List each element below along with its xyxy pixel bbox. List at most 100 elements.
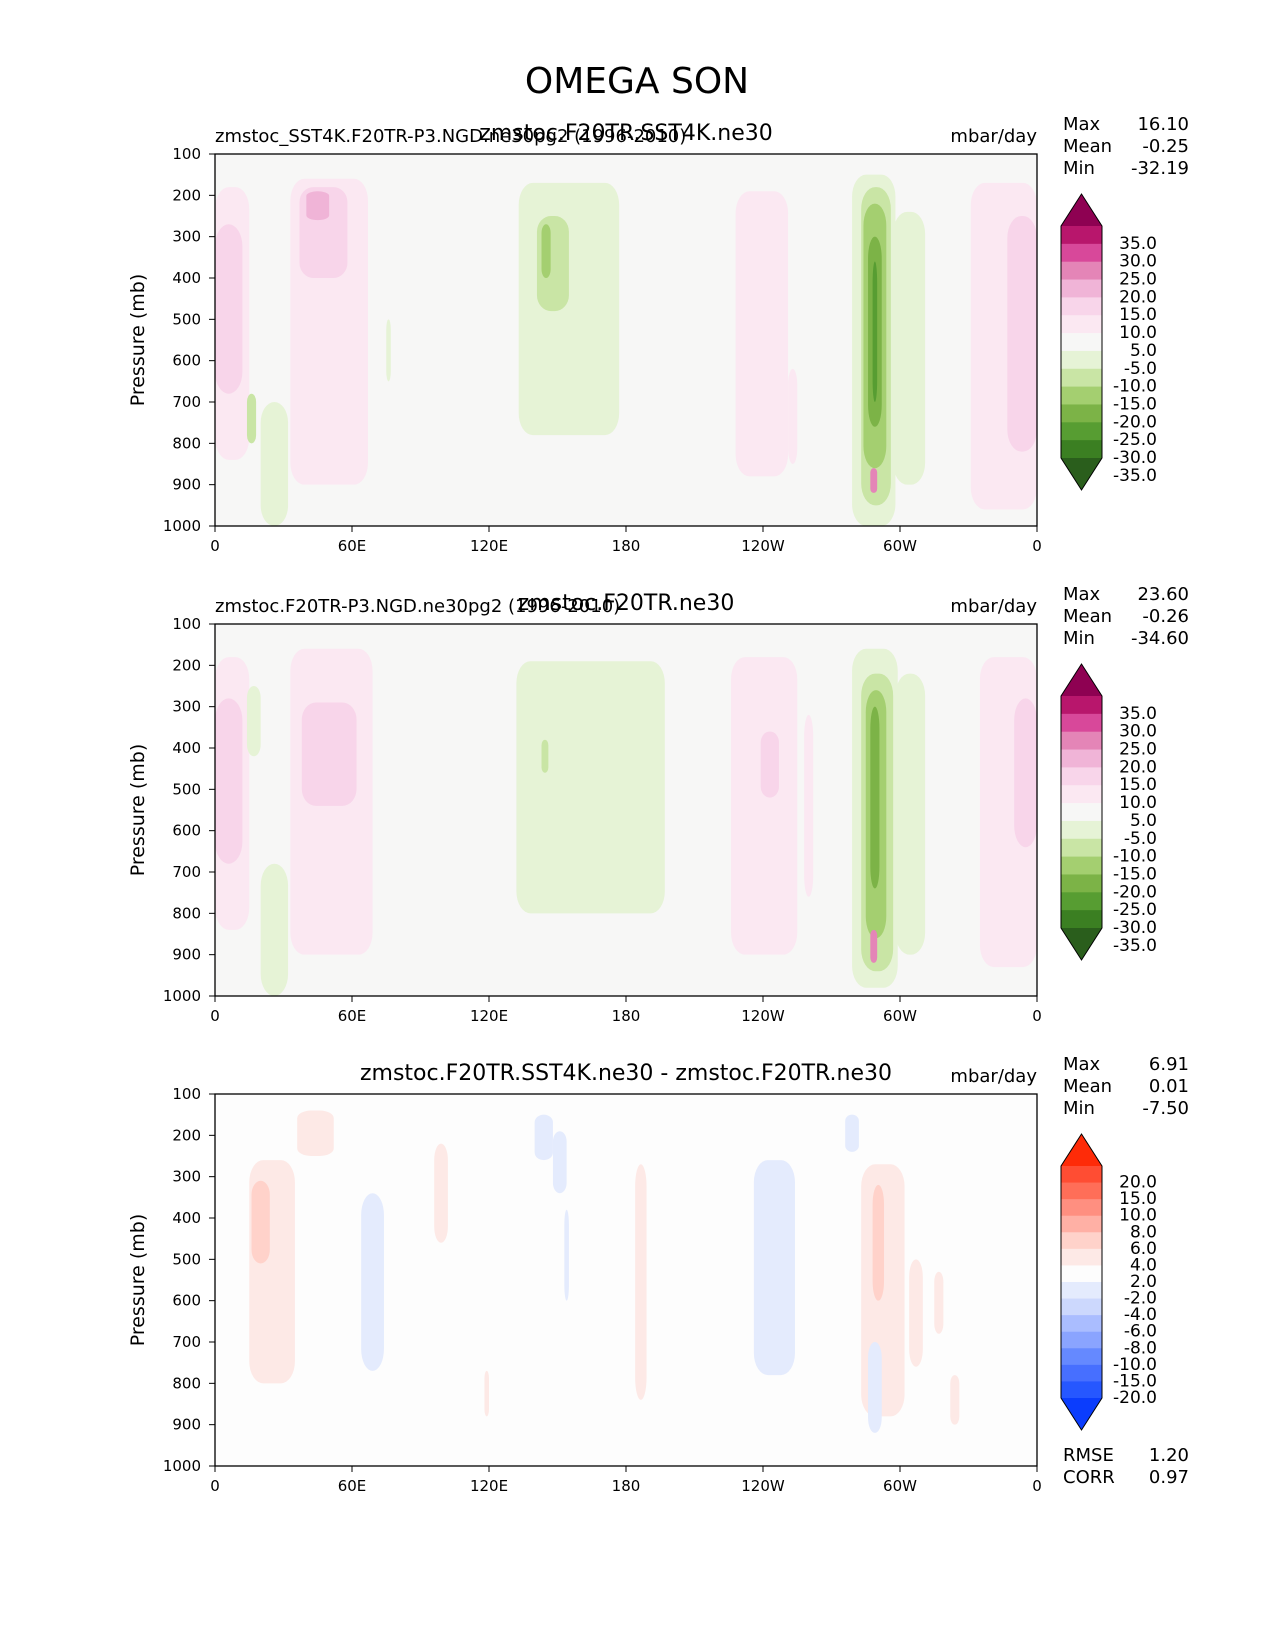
contour-region (246, 686, 261, 757)
colorbar-extend-bottom (1061, 458, 1102, 490)
colorbar-segment (1061, 350, 1102, 370)
colorbar-segment (1061, 440, 1102, 459)
y-tick-label: 900 (172, 1416, 201, 1434)
colorbar-outline (1060, 1133, 1103, 1431)
x-tick-label: 60W (883, 1007, 917, 1025)
colorbar-level-label: -15.0 (1113, 864, 1157, 884)
colorbar-segment (1061, 226, 1102, 245)
colorbar-level-label: 4.0 (1130, 1255, 1157, 1275)
colorbar-level-label: 10.0 (1119, 323, 1157, 343)
colorbar-segment (1061, 368, 1102, 388)
contour-region (731, 657, 798, 955)
contour-region (870, 706, 880, 889)
colorbar-segment (1061, 856, 1102, 875)
contour-region (246, 393, 257, 444)
colorbar-segment (1061, 1348, 1102, 1366)
colorbar-extend-top (1061, 194, 1102, 226)
stat-value: 0.01 (1149, 1076, 1189, 1097)
colorbar-level-label: -25.0 (1113, 430, 1157, 450)
contour-region (950, 1375, 960, 1425)
contour-region (635, 1164, 647, 1400)
colorbar-segment (1061, 243, 1102, 263)
colorbar-segment (1061, 1331, 1102, 1349)
y-tick-label: 800 (172, 904, 201, 922)
stat-label: Max (1063, 114, 1101, 135)
y-tick-label: 500 (172, 1250, 201, 1268)
colorbar-segment (1061, 731, 1102, 751)
x-tick-label: 120E (470, 1007, 508, 1025)
stat-value: -32.19 (1131, 158, 1189, 179)
colorbar-segment (1061, 1182, 1102, 1200)
colorbar-level-label: -8.0 (1124, 1338, 1157, 1358)
stat-label: Min (1063, 628, 1095, 649)
colorbar-level-label: 20.0 (1119, 757, 1157, 777)
stat-label: Mean (1063, 136, 1112, 157)
panel-2: 100 200 300 400 500 600 700 800 900 1000 0 60E 120E 1… (127, 584, 1189, 1025)
units-label: mbar/day (950, 1066, 1037, 1087)
center-title: zmstoc.F20TR.SST4K.ne30 (479, 121, 772, 146)
colorbar-segment (1061, 1381, 1102, 1399)
y-tick-label: 100 (172, 615, 201, 633)
figure-title: OMEGA SON (525, 61, 749, 102)
units-label: mbar/day (950, 596, 1037, 617)
left-title: zmstoc_SST4K.F20TR-P3.NGD.ne30pg2 (1996-… (215, 126, 686, 147)
colorbar-segment (1061, 713, 1102, 733)
colorbar-segment (1061, 1265, 1102, 1283)
colorbar-segment (1061, 1315, 1102, 1333)
contour-region (870, 929, 878, 963)
contour-region (516, 661, 665, 914)
y-tick-label: 400 (172, 739, 201, 757)
contour-region (215, 698, 243, 864)
colorbar-segment (1061, 1248, 1102, 1266)
contour-region (868, 1342, 882, 1433)
x-tick-label: 120W (741, 1477, 785, 1495)
colorbar-level-label: 8.0 (1130, 1222, 1157, 1242)
contour-regions (249, 1110, 960, 1433)
contour-region (788, 368, 798, 464)
contour-region (301, 702, 357, 806)
stat-label: Max (1063, 584, 1101, 605)
colorbar-level-label: -10.0 (1113, 847, 1157, 867)
contour-region (541, 739, 549, 773)
x-tick-label: 0 (1032, 1007, 1042, 1025)
y-axis-label: Pressure (mb) (127, 1214, 149, 1347)
y-tick-label: 100 (172, 145, 201, 163)
colorbar-segment (1061, 333, 1102, 352)
colorbar-segment (1061, 1298, 1102, 1316)
colorbar-segment (1061, 297, 1102, 316)
colorbar-segment (1061, 1166, 1102, 1184)
contour-region (1007, 216, 1037, 452)
colorbar-segment (1061, 261, 1102, 281)
colorbar-level-label: 5.0 (1130, 811, 1157, 831)
x-tick-label: 60E (338, 537, 367, 555)
contour-region (934, 1271, 944, 1334)
colorbar-level-label: 20.0 (1119, 287, 1157, 307)
stat-label: Mean (1063, 606, 1112, 627)
colorbar-extend-bottom (1061, 1398, 1102, 1430)
colorbar-outline (1060, 663, 1103, 961)
colorbar-segment (1061, 838, 1102, 858)
stat-label: Min (1063, 158, 1095, 179)
y-tick-label: 100 (172, 1085, 201, 1103)
contour-region (760, 731, 779, 798)
colorbar-level-label: -2.0 (1124, 1289, 1157, 1309)
x-tick-label: 0 (1032, 537, 1042, 555)
center-title: zmstoc.F20TR.ne30 (518, 591, 735, 616)
y-tick-label: 400 (172, 269, 201, 287)
contour-region (386, 319, 391, 382)
colorbar-segment (1061, 1282, 1102, 1300)
y-tick-label: 500 (172, 310, 201, 328)
colorbar-segment (1061, 749, 1102, 768)
contour-region (895, 673, 926, 955)
stat-label: Mean (1063, 1076, 1112, 1097)
contour-region (872, 261, 878, 402)
contour-regions (215, 174, 1037, 526)
colorbar-segment (1061, 803, 1102, 822)
colorbar-segment (1061, 404, 1102, 423)
colorbar-level-label: -10.0 (1113, 377, 1157, 397)
stat-value: -0.25 (1142, 136, 1189, 157)
colorbar-level-label: -35.0 (1113, 466, 1157, 486)
x-tick-label: 0 (1032, 1477, 1042, 1495)
colorbar-level-label: -20.0 (1113, 412, 1157, 432)
